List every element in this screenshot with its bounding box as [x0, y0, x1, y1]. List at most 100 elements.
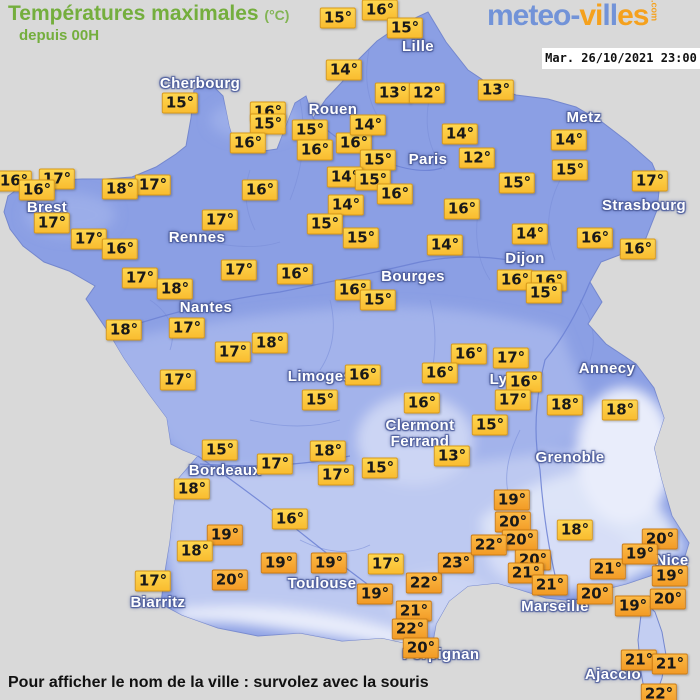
temp-badge[interactable]: 15° [498, 172, 536, 194]
temp-badge[interactable]: 16° [344, 364, 382, 386]
city-label[interactable]: Cherbourg [159, 75, 241, 92]
temp-badge[interactable]: 18° [101, 178, 139, 200]
temp-badge[interactable]: 17° [631, 170, 669, 192]
temp-badge[interactable]: 16° [271, 508, 309, 530]
city-label[interactable]: Nantes [179, 299, 233, 316]
city-label[interactable]: Limoges [287, 368, 353, 385]
city-label[interactable]: Biarritz [130, 594, 186, 611]
temp-badge[interactable]: 15° [551, 159, 589, 181]
temp-badge[interactable]: 15° [525, 282, 563, 304]
temp-badge[interactable]: 21° [589, 558, 627, 580]
temp-badge[interactable]: 15° [249, 113, 287, 135]
temp-badge[interactable]: 17° [214, 341, 252, 363]
temp-badge[interactable]: 21° [620, 649, 658, 671]
temp-badge[interactable]: 18° [156, 278, 194, 300]
temp-badge[interactable]: 17° [33, 212, 71, 234]
temp-badge[interactable]: 22° [405, 572, 443, 594]
temp-badge[interactable]: 20° [649, 588, 687, 610]
meteo-villes-logo[interactable]: meteo-villes.com [487, 0, 659, 32]
temp-badge[interactable]: 22° [391, 618, 429, 640]
temp-badge[interactable]: 19° [614, 595, 652, 617]
temp-badge[interactable]: 16° [296, 139, 334, 161]
temp-badge[interactable]: 23° [437, 552, 475, 574]
temp-badge[interactable]: 13° [374, 82, 412, 104]
temp-badge[interactable]: 14° [349, 114, 387, 136]
temp-badge[interactable]: 17° [492, 347, 530, 369]
temp-badge[interactable]: 16° [229, 132, 267, 154]
temp-badge[interactable]: 15° [359, 149, 397, 171]
temp-badge[interactable]: 15° [319, 7, 357, 29]
temp-badge[interactable]: 19° [310, 552, 348, 574]
temp-badge[interactable]: 14° [511, 223, 549, 245]
temp-badge[interactable]: 15° [359, 289, 397, 311]
temp-badge[interactable]: 22° [470, 534, 508, 556]
temp-badge[interactable]: 19° [260, 552, 298, 574]
city-label[interactable]: Marseille [521, 598, 589, 615]
temp-badge[interactable]: 14° [327, 194, 365, 216]
temp-badge[interactable]: 16° [18, 179, 56, 201]
temp-badge[interactable]: 18° [309, 440, 347, 462]
temp-badge[interactable]: 16° [335, 132, 373, 154]
temp-badge[interactable]: 13° [477, 79, 515, 101]
temp-badge[interactable]: 18° [176, 540, 214, 562]
temp-badge[interactable]: 20° [402, 637, 440, 659]
temp-badge[interactable]: 19° [493, 489, 531, 511]
temp-badge[interactable]: 18° [546, 394, 584, 416]
temp-badge[interactable]: 15° [471, 414, 509, 436]
temp-badge[interactable]: 17° [367, 553, 405, 575]
temp-badge[interactable]: 16° [376, 183, 414, 205]
temp-badge[interactable]: 17° [201, 209, 239, 231]
temp-badge[interactable]: 17° [317, 464, 355, 486]
temp-badge[interactable]: 19° [356, 583, 394, 605]
temp-badge[interactable]: 22° [640, 683, 678, 700]
city-label[interactable]: Metz [566, 109, 602, 126]
temp-badge[interactable]: 16° [576, 227, 614, 249]
temp-badge[interactable]: 16° [450, 343, 488, 365]
city-label[interactable]: Nice [655, 552, 689, 569]
temp-badge[interactable]: 21° [531, 574, 569, 596]
temp-badge[interactable]: 17° [168, 317, 206, 339]
temp-badge[interactable]: 20° [501, 529, 539, 551]
temp-badge[interactable]: 14° [426, 234, 464, 256]
city-label[interactable]: Dijon [505, 250, 545, 267]
temp-badge[interactable]: 17° [134, 174, 172, 196]
temp-badge[interactable]: 16° [421, 362, 459, 384]
temp-badge[interactable]: 12° [408, 82, 446, 104]
city-label[interactable]: Brest [26, 199, 68, 216]
temp-badge[interactable]: 19° [206, 524, 244, 546]
temp-badge[interactable]: 17° [494, 389, 532, 411]
city-label[interactable]: Rouen [308, 101, 358, 118]
temp-badge[interactable]: 16° [101, 238, 139, 260]
temp-badge[interactable]: 15° [306, 213, 344, 235]
temp-badge[interactable]: 15° [386, 17, 424, 39]
temp-badge[interactable]: 15° [291, 119, 329, 141]
temp-badge[interactable]: 17° [134, 570, 172, 592]
temp-badge[interactable]: 15° [361, 457, 399, 479]
temp-badge[interactable]: 18° [601, 399, 639, 421]
temp-badge[interactable]: 13° [433, 445, 471, 467]
temp-badge[interactable]: 16° [619, 238, 657, 260]
city-label[interactable]: Lille [401, 38, 435, 55]
temp-badge[interactable]: 18° [556, 519, 594, 541]
city-label[interactable]: Annecy [578, 360, 636, 377]
temp-badge[interactable]: 15° [342, 227, 380, 249]
temp-badge[interactable]: 18° [105, 319, 143, 341]
temp-badge[interactable]: 14° [325, 59, 363, 81]
city-label[interactable]: Grenoble [535, 449, 605, 466]
temp-badge[interactable]: 15° [201, 439, 239, 461]
city-label[interactable]: Rennes [168, 229, 226, 246]
temp-badge[interactable]: 18° [251, 332, 289, 354]
temp-badge[interactable]: 16° [276, 263, 314, 285]
city-label[interactable]: Bordeaux [188, 462, 262, 479]
temp-badge[interactable]: 21° [651, 653, 689, 675]
city-label[interactable]: Paris [408, 151, 448, 168]
temp-badge[interactable]: 16° [443, 198, 481, 220]
temp-badge[interactable]: 20° [494, 511, 532, 533]
temp-badge[interactable]: 17° [159, 369, 197, 391]
city-label[interactable]: Strasbourg [601, 197, 687, 214]
temp-badge[interactable]: 16° [496, 269, 534, 291]
city-label[interactable]: Ajaccio [584, 666, 642, 683]
temp-badge[interactable]: 16° [403, 392, 441, 414]
temp-badge[interactable]: 20° [211, 569, 249, 591]
temp-badge[interactable]: 12° [458, 147, 496, 169]
